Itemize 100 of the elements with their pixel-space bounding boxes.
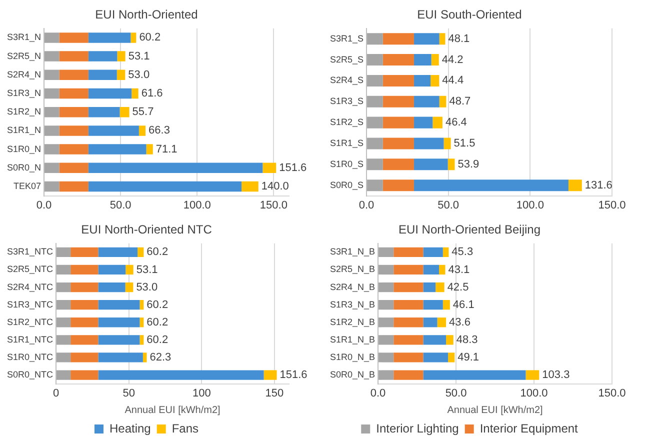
y-tick-label: S1R0_S [330, 158, 364, 169]
y-tick-label: S0R0_N [6, 162, 42, 172]
x-tick-label: 0.0 [358, 199, 374, 212]
bar [378, 264, 394, 275]
bar [98, 318, 140, 328]
bar [70, 318, 98, 328]
y-tick-label: S1R0_N_B [330, 352, 376, 362]
total-label: 62.3 [150, 352, 172, 364]
bar [132, 88, 138, 99]
total-label: 42.5 [447, 281, 469, 294]
bar [70, 282, 98, 292]
total-label: 131.6 [584, 179, 612, 192]
bar [423, 352, 448, 362]
bar [70, 352, 98, 362]
bar [423, 264, 440, 275]
total-label: 60.2 [139, 32, 161, 44]
total-label: 48.7 [449, 96, 471, 108]
bar [98, 264, 126, 275]
total-label: 53.1 [136, 264, 158, 276]
total-label: 44.4 [442, 74, 464, 87]
bar [98, 335, 140, 345]
bar [394, 300, 424, 310]
x-tick-label: 50.0 [445, 387, 467, 400]
bar [98, 300, 140, 310]
bar [262, 162, 276, 174]
total-label: 43.1 [448, 264, 470, 276]
bar [59, 144, 88, 154]
bar [439, 264, 446, 275]
x-tick-label: 100.0 [516, 199, 544, 212]
total-label: 53.0 [136, 281, 158, 294]
y-tick-label: S1R3_N [6, 88, 42, 98]
y-tick-label: S0R0_S [330, 180, 364, 190]
bar [56, 282, 71, 292]
y-tick-label: S1R3_NTC [7, 299, 54, 310]
y-tick-label: S3R1_NTC [7, 246, 54, 257]
bar [70, 264, 98, 275]
bar [140, 318, 144, 328]
bar [436, 282, 444, 292]
bar [442, 247, 449, 257]
bar [98, 282, 126, 292]
bar [382, 33, 414, 45]
y-tick-label: S2R4_NTC [7, 282, 54, 292]
bar [146, 144, 153, 154]
bar [394, 352, 424, 362]
bar [378, 300, 394, 310]
y-tick-label: S3R1_N_B [330, 246, 376, 257]
x-tick-label: 150.0 [260, 199, 288, 212]
bar [444, 138, 451, 150]
bar [59, 51, 88, 62]
bar [414, 116, 433, 128]
x-tick-label: 0 [52, 387, 60, 400]
bar [367, 158, 383, 170]
bar [56, 318, 71, 328]
y-tick-label: S1R0_N [6, 144, 42, 154]
bar [44, 162, 60, 174]
bar [378, 370, 394, 380]
bar [44, 51, 60, 62]
bar [98, 370, 264, 380]
bar [448, 158, 455, 170]
bar [414, 54, 432, 66]
bar [59, 162, 88, 174]
bar [88, 106, 120, 118]
y-tick-label: S0R0_NTC [7, 370, 54, 380]
bar [88, 88, 132, 99]
bar [382, 54, 414, 66]
bar [70, 335, 98, 345]
bar [378, 318, 394, 328]
bar [394, 370, 424, 380]
bar [88, 51, 118, 62]
chart-title: EUI North-Oriented NTC [81, 222, 212, 237]
bar [367, 33, 383, 45]
x-tick-label: 50 [122, 387, 135, 400]
bar [382, 96, 414, 108]
bar [448, 352, 455, 362]
bar [242, 181, 258, 192]
x-tick-label: 150.0 [598, 199, 626, 212]
total-label: 103.3 [542, 369, 570, 382]
bar [138, 247, 144, 257]
chart-title: EUI South-Oriented [417, 8, 522, 22]
bar [439, 33, 446, 45]
bar [56, 264, 71, 275]
bar [378, 282, 394, 292]
bar [414, 96, 440, 108]
bar [382, 116, 414, 128]
y-tick-label: S3R1_S [330, 33, 364, 44]
bar [59, 106, 88, 118]
legend-label: Interior Equipment [480, 421, 579, 436]
total-label: 60.2 [146, 246, 168, 258]
bar [98, 247, 138, 257]
bar [116, 70, 126, 80]
bar [59, 70, 88, 80]
total-label: 151.6 [279, 162, 307, 174]
y-tick-label: S1R2_S [330, 117, 364, 128]
bar [44, 88, 60, 99]
x-tick-label: 0.0 [370, 387, 386, 400]
bar [56, 335, 71, 345]
bar [526, 370, 540, 380]
y-tick-label: S1R2_N_B [330, 316, 376, 327]
total-label: 61.6 [141, 88, 163, 100]
bar [423, 370, 526, 380]
